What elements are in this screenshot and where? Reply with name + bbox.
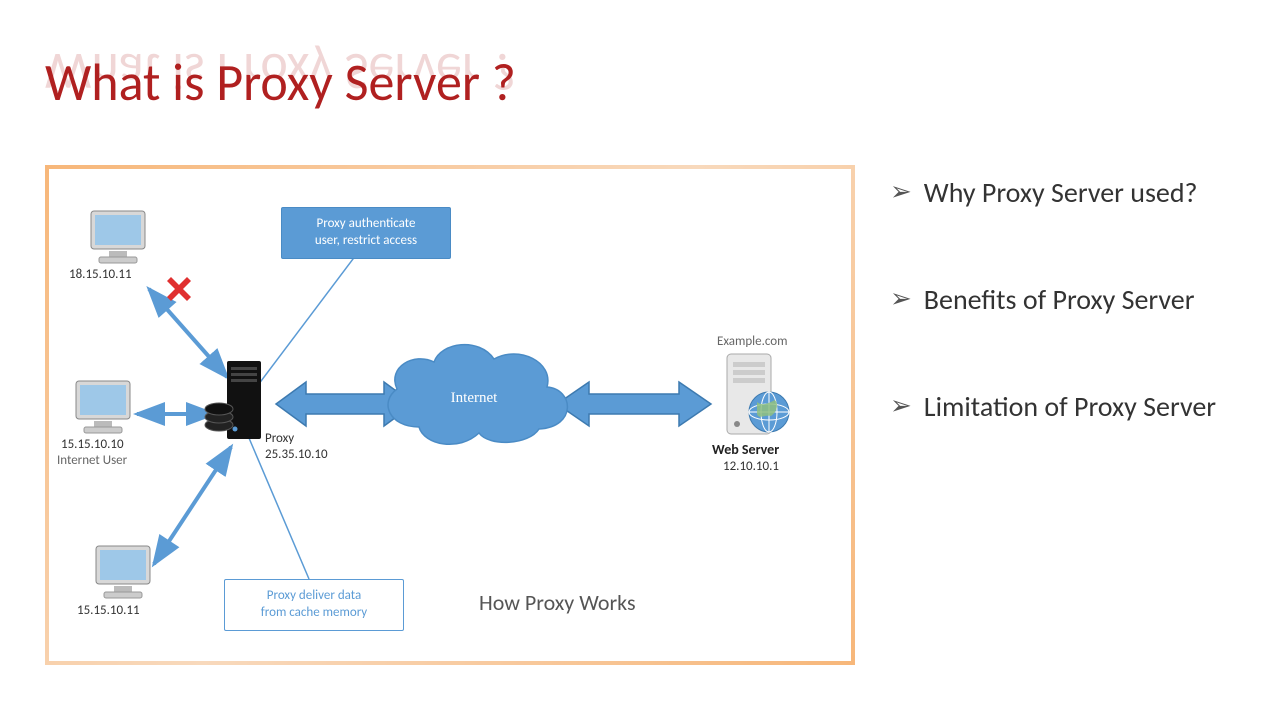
- web-server-icon: [727, 354, 789, 434]
- client-1-icon: [91, 211, 145, 263]
- bullet-list: ➢ Why Proxy Server used? ➢ Benefits of P…: [890, 175, 1250, 496]
- bullet-1-text: Why Proxy Server used?: [924, 175, 1198, 210]
- callout-auth: Proxy authenticate user, restrict access: [281, 207, 451, 259]
- slide-title-reflection: What is Proxy Server ?: [45, 40, 516, 104]
- webserver-ip: 12.10.10.1: [723, 459, 779, 474]
- cloud-label: Internet: [451, 390, 498, 406]
- webserver-bold-label: Web Server: [712, 441, 779, 458]
- bullet-1: ➢ Why Proxy Server used?: [890, 175, 1250, 210]
- proxy-server-icon: [205, 361, 261, 439]
- client-2-ip: 15.15.10.10: [61, 437, 124, 452]
- bullet-3-text: Limitation of Proxy Server: [924, 389, 1216, 424]
- diagram-caption: How Proxy Works: [479, 589, 636, 616]
- webserver-top-label: Example.com: [717, 334, 788, 349]
- client-3-icon: [96, 546, 150, 598]
- bullet-arrow-icon: ➢: [890, 282, 912, 315]
- client-2-icon: [76, 381, 130, 433]
- proxy-ip: 25.35.10.10: [265, 447, 328, 462]
- bullet-2-text: Benefits of Proxy Server: [924, 282, 1195, 317]
- bullet-arrow-icon: ➢: [890, 175, 912, 208]
- callout-auth-line2: user, restrict access: [315, 233, 417, 248]
- bullet-arrow-icon: ➢: [890, 389, 912, 422]
- bullet-2: ➢ Benefits of Proxy Server: [890, 282, 1250, 317]
- callout-cache-line2: from cache memory: [261, 605, 367, 620]
- client-1-ip: 18.15.10.11: [69, 267, 132, 282]
- diagram-container: Internet: [45, 165, 855, 665]
- proxy-label: Proxy: [265, 431, 294, 446]
- client-2-label: Internet User: [57, 453, 127, 468]
- callout-auth-line1: Proxy authenticate: [317, 216, 416, 231]
- bullet-3: ➢ Limitation of Proxy Server: [890, 389, 1250, 424]
- client-3-ip: 15.15.10.11: [77, 603, 140, 618]
- callout-cache: Proxy deliver data from cache memory: [224, 579, 404, 631]
- callout-cache-line1: Proxy deliver data: [267, 588, 361, 603]
